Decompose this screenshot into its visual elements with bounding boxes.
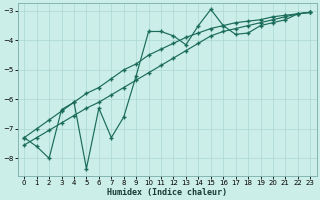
- X-axis label: Humidex (Indice chaleur): Humidex (Indice chaleur): [107, 188, 227, 197]
